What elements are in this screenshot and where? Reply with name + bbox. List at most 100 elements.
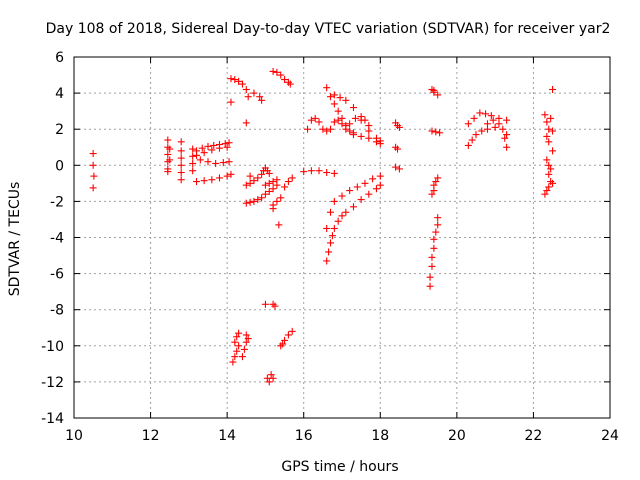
x-tick-labels: 10 12 14 16 18 20 22 24 bbox=[65, 428, 619, 444]
data-point bbox=[365, 134, 373, 142]
data-point bbox=[261, 190, 269, 198]
data-point bbox=[330, 118, 338, 126]
data-point bbox=[210, 141, 218, 149]
data-point bbox=[357, 196, 365, 204]
data-point bbox=[349, 131, 357, 139]
data-point bbox=[258, 194, 266, 202]
data-point bbox=[279, 340, 287, 348]
data-point bbox=[357, 113, 365, 121]
data-point bbox=[250, 89, 258, 97]
data-point bbox=[434, 214, 442, 222]
data-point bbox=[342, 208, 350, 216]
data-point bbox=[434, 174, 442, 182]
data-point bbox=[325, 248, 333, 256]
data-point bbox=[227, 98, 235, 106]
data-point bbox=[286, 80, 294, 88]
data-point bbox=[273, 176, 281, 184]
data-point bbox=[430, 244, 438, 252]
data-point bbox=[470, 114, 478, 122]
y-tick-label: -10 bbox=[41, 339, 64, 355]
data-point bbox=[189, 167, 197, 175]
x-tick-label: 24 bbox=[601, 428, 619, 444]
data-point bbox=[430, 187, 438, 195]
data-point bbox=[225, 158, 233, 166]
data-point bbox=[200, 149, 208, 157]
data-point bbox=[365, 190, 373, 198]
data-point bbox=[196, 156, 204, 164]
data-point bbox=[478, 127, 486, 135]
data-point bbox=[89, 150, 97, 158]
data-point bbox=[164, 168, 172, 176]
data-point bbox=[549, 147, 557, 155]
data-point bbox=[223, 143, 231, 151]
data-point bbox=[376, 137, 384, 145]
data-point bbox=[395, 165, 403, 173]
data-point bbox=[271, 302, 279, 310]
data-point bbox=[330, 91, 338, 99]
data-point bbox=[346, 120, 354, 128]
data-point bbox=[277, 194, 285, 202]
x-tick-label: 12 bbox=[142, 428, 160, 444]
data-point bbox=[177, 138, 185, 146]
data-point bbox=[543, 156, 551, 164]
data-point bbox=[89, 161, 97, 169]
data-point bbox=[372, 185, 380, 193]
data-point bbox=[338, 120, 346, 128]
data-point bbox=[265, 179, 273, 187]
data-point bbox=[372, 134, 380, 142]
data-point bbox=[225, 139, 233, 147]
data-point bbox=[269, 178, 277, 186]
data-point bbox=[275, 221, 283, 229]
data-point bbox=[346, 127, 354, 135]
data-point bbox=[334, 116, 342, 124]
data-point bbox=[392, 163, 400, 171]
data-point bbox=[311, 114, 319, 122]
data-point bbox=[242, 331, 250, 339]
data-point bbox=[200, 177, 208, 185]
data-point bbox=[231, 76, 239, 84]
data-point bbox=[164, 136, 172, 144]
data-point bbox=[261, 300, 269, 308]
data-point bbox=[330, 169, 338, 177]
data-point bbox=[258, 170, 266, 178]
data-point bbox=[233, 333, 241, 341]
data-point bbox=[369, 175, 377, 183]
data-point bbox=[235, 77, 243, 85]
data-point bbox=[258, 96, 266, 104]
data-point bbox=[545, 161, 553, 169]
data-point bbox=[261, 181, 269, 189]
data-point bbox=[166, 156, 174, 164]
data-point bbox=[342, 96, 350, 104]
y-tick-label: 2 bbox=[55, 122, 64, 138]
data-point bbox=[323, 169, 331, 177]
data-point bbox=[327, 239, 335, 247]
chart-title: Day 108 of 2018, Sidereal Day-to-day VTE… bbox=[46, 21, 611, 37]
data-point bbox=[246, 172, 254, 180]
data-point bbox=[273, 68, 281, 76]
data-point bbox=[430, 86, 438, 94]
data-point bbox=[361, 179, 369, 187]
data-point bbox=[193, 178, 201, 186]
x-tick-label: 20 bbox=[448, 428, 466, 444]
data-point bbox=[503, 116, 511, 124]
data-point bbox=[434, 221, 442, 229]
data-point bbox=[198, 144, 206, 152]
data-point bbox=[349, 104, 357, 112]
data-point bbox=[346, 187, 354, 195]
data-point bbox=[545, 125, 553, 133]
data-point bbox=[334, 217, 342, 225]
data-point bbox=[177, 161, 185, 169]
data-point bbox=[265, 187, 273, 195]
data-point bbox=[235, 342, 243, 350]
data-point bbox=[323, 127, 331, 135]
data-point bbox=[227, 75, 235, 83]
y-tick-label: -12 bbox=[41, 375, 64, 391]
data-point bbox=[265, 169, 273, 177]
data-point bbox=[277, 71, 285, 79]
data-point bbox=[269, 185, 277, 193]
data-point bbox=[543, 187, 551, 195]
data-point bbox=[231, 338, 239, 346]
data-point bbox=[472, 131, 480, 139]
data-point bbox=[330, 197, 338, 205]
